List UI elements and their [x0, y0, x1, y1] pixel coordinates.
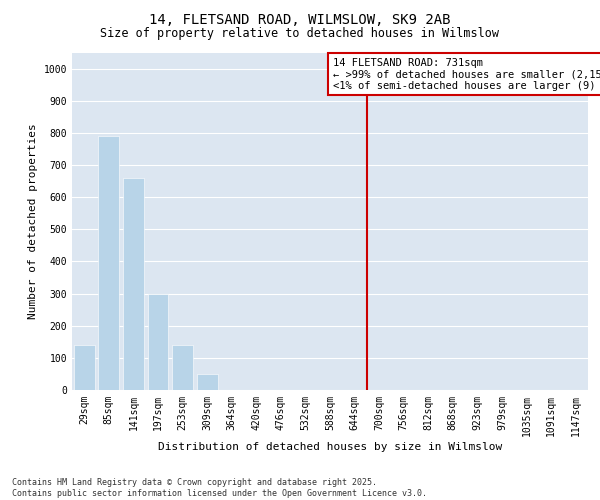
Bar	[74, 345, 95, 390]
Bar	[197, 374, 218, 390]
Text: Size of property relative to detached houses in Wilmslow: Size of property relative to detached ho…	[101, 28, 499, 40]
Bar	[98, 136, 119, 390]
Text: 14, FLETSAND ROAD, WILMSLOW, SK9 2AB: 14, FLETSAND ROAD, WILMSLOW, SK9 2AB	[149, 12, 451, 26]
Text: Contains HM Land Registry data © Crown copyright and database right 2025.
Contai: Contains HM Land Registry data © Crown c…	[12, 478, 427, 498]
Bar	[172, 345, 193, 390]
Text: 14 FLETSAND ROAD: 731sqm
← >99% of detached houses are smaller (2,156)
<1% of se: 14 FLETSAND ROAD: 731sqm ← >99% of detac…	[332, 58, 600, 91]
Bar	[148, 294, 169, 390]
Y-axis label: Number of detached properties: Number of detached properties	[28, 124, 38, 319]
X-axis label: Distribution of detached houses by size in Wilmslow: Distribution of detached houses by size …	[158, 442, 502, 452]
Bar	[123, 178, 144, 390]
